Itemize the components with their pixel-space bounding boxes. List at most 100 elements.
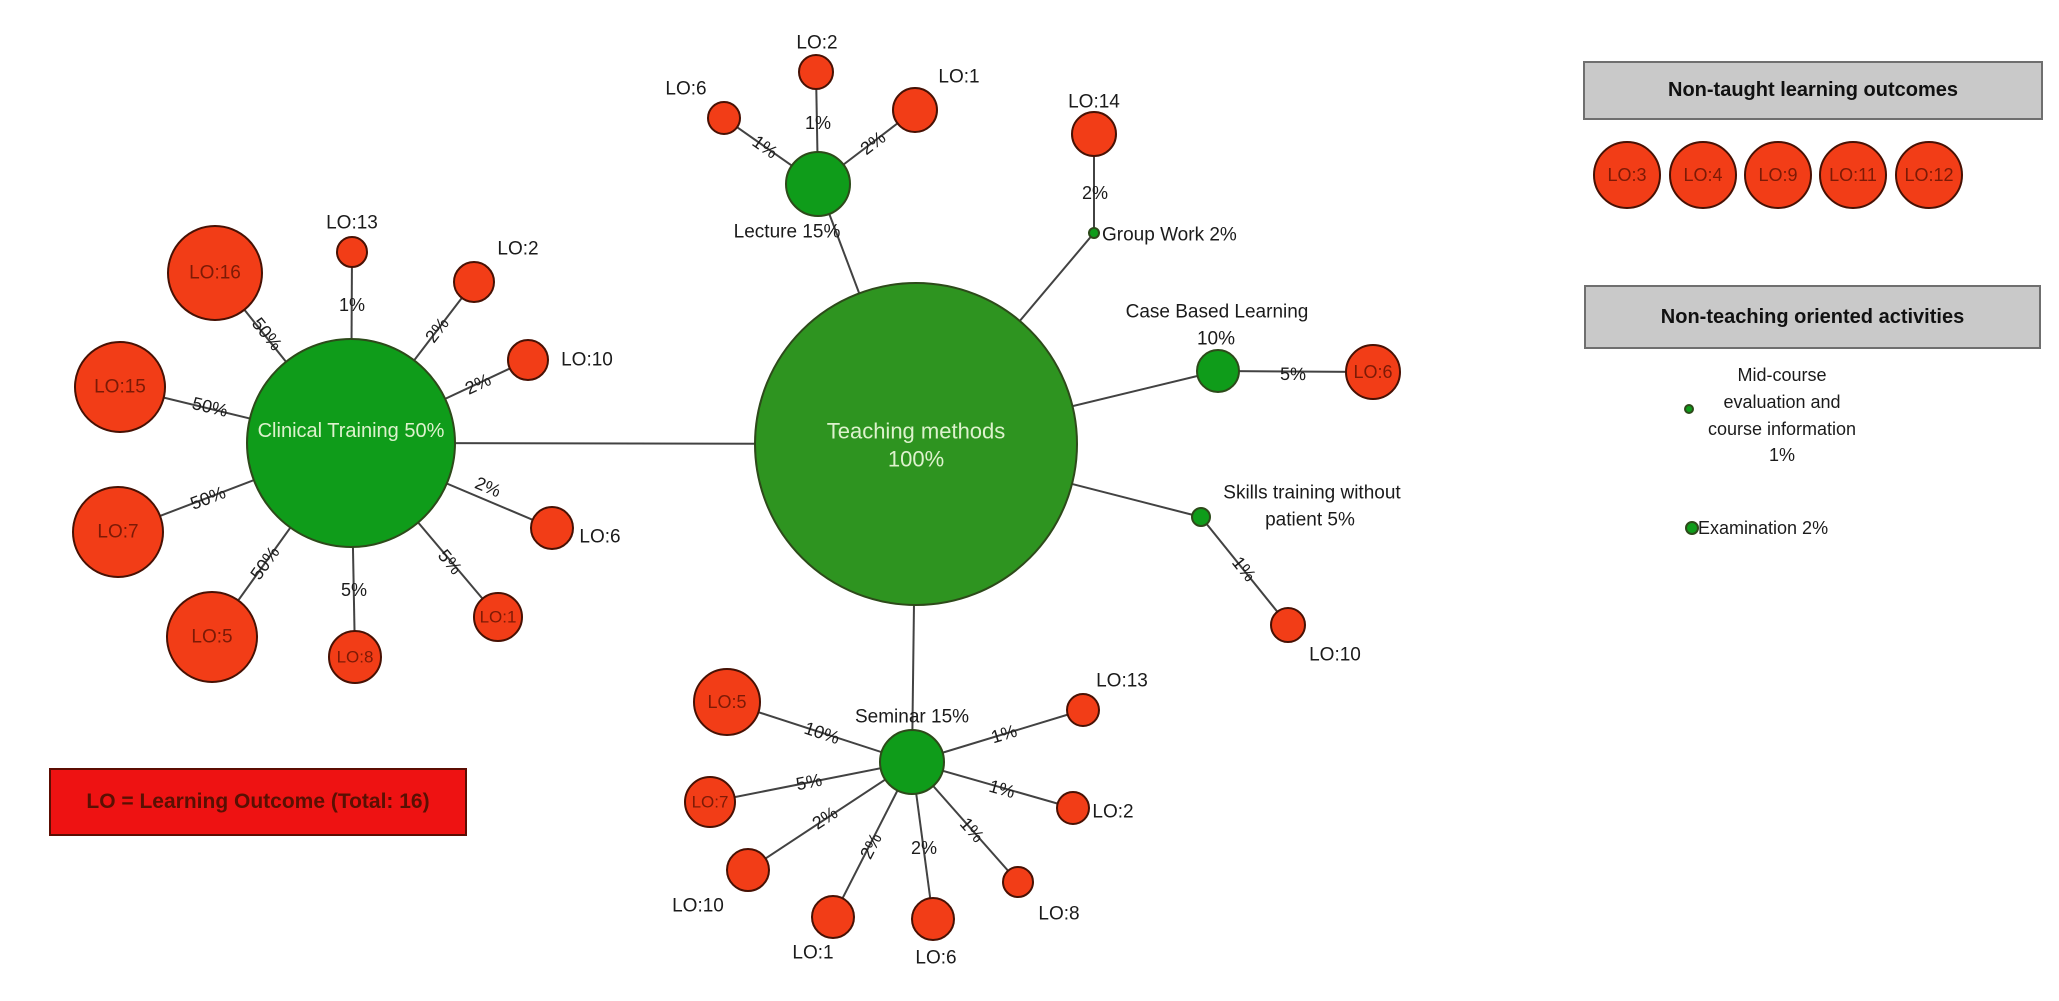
node-st-dot: [1191, 507, 1211, 527]
legend-non-teaching-header: Non-teaching oriented activities: [1584, 285, 2041, 349]
edge-pct-clinical-c-lo8: 5%: [341, 580, 367, 600]
cbl-label-1: Case Based Learning: [1126, 302, 1309, 323]
seminar-lo6-label: LO:6: [915, 948, 956, 969]
seminar-lo5-label: LO:5: [707, 692, 746, 712]
lecture-label: Lecture 15%: [734, 222, 841, 243]
edge-st-dot-s-lo10: [1200, 516, 1289, 626]
edge-seminar-se-lo7: [709, 761, 913, 803]
edge-pct-seminar-se-lo5: 10%: [802, 718, 842, 748]
clinical-lo7-label: LO:7: [97, 522, 138, 543]
node-s-lo10: [1270, 607, 1306, 643]
clinical-lo15-label: LO:15: [94, 377, 146, 398]
node-ex-dot: [1685, 521, 1699, 535]
cbl-label-2: 10%: [1197, 329, 1235, 350]
edge-pct-seminar-se-lo2: 1%: [987, 776, 1017, 802]
node-c-lo2: [453, 261, 495, 303]
node-c-lo7: [72, 486, 164, 578]
edge-pct-clinical-c-lo7: 50%: [188, 482, 229, 514]
lecture-lo1-label: LO:1: [938, 67, 979, 88]
node-se-lo2: [1056, 791, 1090, 825]
clinical-lo16-label: LO:16: [189, 263, 241, 284]
edge-pct-seminar-se-lo6: 2%: [911, 838, 937, 858]
clinical-lo5-label: LO:5: [191, 627, 232, 648]
examination-label: Examination 2%: [1698, 518, 1828, 538]
node-seminar: [879, 729, 945, 795]
node-l-lo1: [892, 87, 938, 133]
edge-pct-seminar-se-lo7: 5%: [794, 770, 823, 795]
clinical-lo2-label: LO:2: [497, 239, 538, 260]
edge-pct-clinical-c-lo2: 2%: [421, 314, 453, 347]
midcourse-label-3: course information: [1708, 419, 1856, 439]
node-se-lo13: [1066, 693, 1100, 727]
node-l-lo6: [707, 101, 741, 135]
edge-pct-clinical-c-lo10: 2%: [462, 369, 494, 398]
midcourse-label-4: 1%: [1769, 445, 1795, 465]
node-teaching: [754, 282, 1078, 606]
legend-lo4-label: LO:4: [1683, 165, 1722, 185]
node-mc-dot: [1684, 404, 1694, 414]
legend-lo9-label: LO:9: [1758, 165, 1797, 185]
node-se-lo7: [684, 776, 736, 828]
legend-non-teaching-title: Non-teaching oriented activities: [1660, 305, 1965, 328]
node-c-lo10: [507, 339, 549, 381]
node-c-lo15: [74, 341, 166, 433]
node-c-lo8: [328, 630, 382, 684]
lecture-lo2-label: LO:2: [796, 33, 837, 54]
edge-pct-clinical-c-lo5: 50%: [246, 543, 283, 584]
seminar-lo7-label: LO:7: [692, 793, 729, 812]
legend-lo12-label: LO:12: [1904, 165, 1953, 185]
skills-label-1: Skills training without: [1223, 483, 1401, 504]
edge-pct-cbl-cb-lo6: 5%: [1280, 364, 1306, 384]
node-lg-lo4: [1669, 141, 1737, 209]
edge-pct-gw-dot-g-lo14: 2%: [1082, 183, 1108, 203]
node-c-lo13: [336, 236, 368, 268]
cbl-lo6-label: LO:6: [1353, 362, 1392, 382]
node-se-lo5: [693, 668, 761, 736]
edge-pct-seminar-se-lo1: 2%: [856, 830, 886, 862]
node-se-lo6: [911, 897, 955, 941]
seminar-lo13-label: LO:13: [1096, 671, 1148, 692]
lo-definition-box: LO = Learning Outcome (Total: 16): [49, 768, 467, 836]
edge-pct-clinical-c-lo13: 1%: [339, 295, 365, 315]
node-lg-lo11: [1819, 141, 1887, 209]
node-c-lo6: [530, 506, 574, 550]
clinical-lo13-label: LO:13: [326, 213, 378, 234]
node-cb-lo6: [1345, 344, 1401, 400]
midcourse-label-2: evaluation and: [1723, 392, 1840, 412]
teaching-label-1: Teaching methods: [827, 419, 1006, 444]
edge-pct-lecture-l-lo6: 1%: [749, 131, 782, 162]
groupwork-lo14-label: LO:14: [1068, 92, 1120, 113]
clinical-lo1-label: LO:1: [480, 608, 517, 627]
legend-lo3-label: LO:3: [1607, 165, 1646, 185]
legend-non-taught-header: Non-taught learning outcomes: [1583, 61, 2043, 120]
node-lg-lo9: [1744, 141, 1812, 209]
midcourse-label-1: Mid-course: [1737, 365, 1826, 385]
node-se-lo8: [1002, 866, 1034, 898]
seminar-lo1-label: LO:1: [792, 943, 833, 964]
node-gw-dot: [1088, 227, 1100, 239]
node-g-lo14: [1071, 111, 1117, 157]
node-c-lo5: [166, 591, 258, 683]
groupwork-label: Group Work 2%: [1102, 225, 1237, 246]
edge-pct-seminar-se-lo13: 1%: [989, 721, 1020, 748]
node-cbl: [1196, 349, 1240, 393]
node-c-lo1: [473, 592, 523, 642]
skills-lo10-label: LO:10: [1309, 645, 1361, 666]
teaching-label-2: 100%: [888, 447, 944, 472]
node-se-lo10: [726, 848, 770, 892]
clinical-lo6-label: LO:6: [579, 527, 620, 548]
node-lecture: [785, 151, 851, 217]
skills-label-2: patient 5%: [1265, 510, 1355, 531]
node-lg-lo12: [1895, 141, 1963, 209]
seminar-lo2-label: LO:2: [1092, 802, 1133, 823]
lo-definition-text: LO = Learning Outcome (Total: 16): [86, 790, 430, 813]
seminar-lo10-label: LO:10: [672, 896, 724, 917]
node-clinical: [246, 338, 456, 548]
legend-lo11-label: LO:11: [1829, 165, 1877, 185]
node-lg-lo3: [1593, 141, 1661, 209]
seminar-lo8-label: LO:8: [1038, 904, 1079, 925]
edge-pct-clinical-c-lo15: 50%: [190, 393, 230, 421]
legend-non-taught-title: Non-taught learning outcomes: [1668, 79, 1958, 101]
